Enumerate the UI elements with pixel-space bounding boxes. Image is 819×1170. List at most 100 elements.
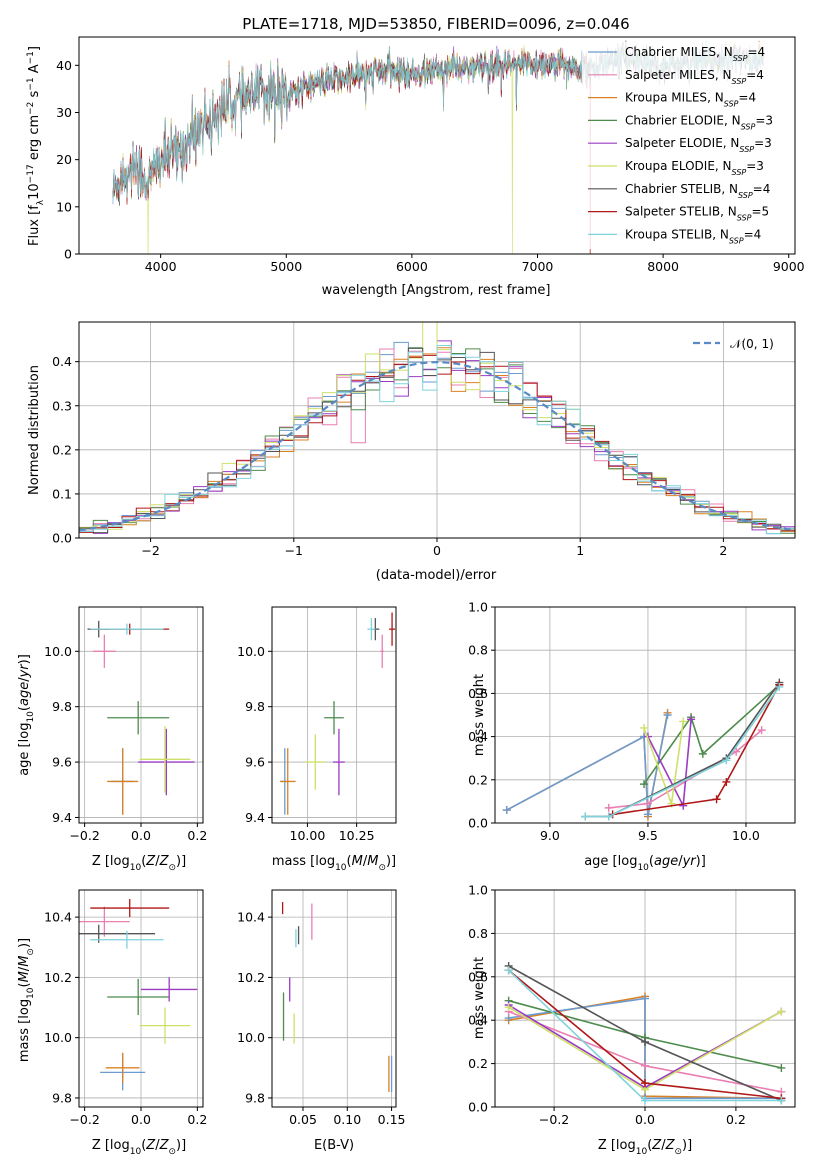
y-tick-label: 10.0 [237, 644, 265, 659]
legend-nssp-value: 3 [765, 113, 773, 127]
errorbar-salpeter-miles [380, 634, 385, 668]
legend-series-name: Kroupa STELIB [625, 227, 712, 241]
legend-nssp-value: 3 [756, 159, 764, 173]
legend-series-name: Kroupa ELODIE [625, 159, 715, 173]
y-axis-label: Normed distribution [27, 365, 42, 495]
y-tick-label: 0.0 [468, 1100, 488, 1115]
label-part: 10 [26, 711, 36, 723]
label-part: Z [log [92, 1138, 130, 1153]
x-axis-label: age [log10(age/yr)] [584, 854, 706, 873]
weight-line-salpeter-stelib [612, 684, 781, 816]
x-tick-label: 0.0 [635, 1112, 655, 1127]
histogram-step-kroupa-stelib [79, 345, 795, 535]
y-tick-label: 0.4 [468, 1013, 488, 1028]
errorbar-salpeter-elodie [141, 977, 198, 1002]
label-part: ( [347, 854, 352, 869]
legend-nssp-sub: SSP [733, 54, 748, 63]
label-part: / [155, 1138, 160, 1153]
errorbar-salpeter-miles [79, 906, 130, 937]
label-part: ( [141, 1138, 146, 1153]
panel-7: −0.2 0.0 0.20.00.20.40.60.81.0Z [log10(Z/Z… [468, 883, 796, 1157]
errorbar-salpeter-elodie [333, 728, 345, 796]
y-tick-label: 9.6 [245, 755, 265, 770]
label-part: −2 [26, 102, 36, 115]
legend-nssp-value: 4 [748, 91, 756, 105]
label-part: / [17, 677, 32, 682]
errorbar-kroupa-stelib [367, 618, 376, 641]
normal-reference-curve [79, 360, 795, 532]
y-tick-label: 9.8 [52, 1090, 72, 1105]
y-tick-label: 0.6 [468, 686, 488, 701]
legend-nssp-eq: = [754, 136, 764, 150]
y-axis-label: age [log10(age/yr)] [17, 654, 36, 776]
x-tick-label: −2 [141, 543, 159, 558]
weight-line-chabrier-stelib [585, 682, 780, 818]
y-tick-label: 10.0 [44, 1030, 72, 1045]
x-tick-label: 2 [719, 543, 727, 558]
label-part: mass [log [17, 999, 32, 1062]
x-tick-label: 0.05 [289, 1112, 317, 1127]
x-tick-label: −0.2 [69, 1112, 99, 1127]
weight-marker [722, 756, 731, 765]
weight-marker [712, 795, 721, 804]
x-tick-label: 5000 [270, 259, 302, 274]
errorbar-kroupa-stelib [90, 930, 164, 949]
legend-nssp-sub: SSP [741, 122, 756, 131]
x-tick-label: 4000 [145, 259, 177, 274]
y-tick-label: 0.2 [52, 442, 72, 457]
legend-series-name: Salpeter ELODIE [625, 136, 723, 150]
x-axis-label: mass [log10(M/M⊙)] [272, 854, 396, 873]
errorbar-kroupa-stelib [90, 623, 164, 635]
legend-series-name: Salpeter STELIB [625, 205, 720, 219]
y-tick-label: 10.2 [44, 970, 72, 985]
legend-label: Kroupa STELIB, NSSP=4 [625, 227, 761, 245]
chart-title: PLATE=1718, MJD=53850, FIBERID=0096, z=0… [242, 15, 629, 33]
label-part: / [155, 854, 160, 869]
weight-marker [604, 803, 613, 812]
legend-nssp-prefix: , N [723, 136, 740, 150]
x-tick-label: 9.5 [638, 828, 658, 843]
label-part: M [17, 971, 32, 982]
label-part: )] [176, 854, 186, 869]
label-part: Z [log [92, 854, 130, 869]
label-part: ] [27, 46, 42, 51]
legend-label: Salpeter ELODIE, NSSP=3 [625, 136, 772, 154]
legend-nssp-value: 4 [754, 227, 762, 241]
legend-label: Chabrier MILES, NSSP=4 [625, 45, 765, 63]
legend-series-name: Chabrier ELODIE [625, 113, 724, 127]
y-tick-label: 20 [56, 152, 72, 167]
y-tick-label: 0 [64, 247, 72, 262]
label-part: / [661, 1138, 666, 1153]
weight-marker [640, 780, 649, 789]
errorbar-chabrier-elodie [324, 701, 344, 735]
legend-box [582, 42, 792, 249]
legend-nssp-prefix: , N [716, 45, 733, 59]
legend-series-name: Chabrier MILES [625, 45, 716, 59]
label-part: Z [log [598, 1138, 636, 1153]
legend-nssp-value: 4 [763, 182, 771, 196]
legend-nssp-prefix: , N [721, 182, 738, 196]
weight-marker [777, 1007, 786, 1016]
y-tick-label: 0.0 [52, 531, 72, 546]
legend-nssp-eq: = [751, 205, 761, 219]
y-tick-label: 10.0 [237, 1030, 265, 1045]
legend-nssp-sub: SSP [732, 168, 747, 177]
errorbar-kroupa-elodie [305, 734, 326, 790]
label-part: age [654, 854, 678, 869]
label-part: )] [386, 854, 396, 869]
weight-marker [775, 682, 784, 691]
label-part: ( [17, 706, 32, 711]
x-tick-label: 0.2 [187, 1112, 207, 1127]
legend-nssp-eq: = [747, 45, 757, 59]
label-part: )] [17, 654, 32, 664]
label-part: )] [696, 854, 706, 869]
legend-nssp-eq: = [755, 113, 765, 127]
legend-nssp-eq: = [746, 159, 756, 173]
legend-nssp-prefix: , N [712, 227, 729, 241]
label-part: / [17, 966, 32, 971]
label-part: ( [649, 854, 654, 869]
y-tick-label: 1.0 [468, 883, 488, 898]
legend-nssp-eq: = [744, 227, 754, 241]
x-tick-label: 1 [576, 543, 584, 558]
